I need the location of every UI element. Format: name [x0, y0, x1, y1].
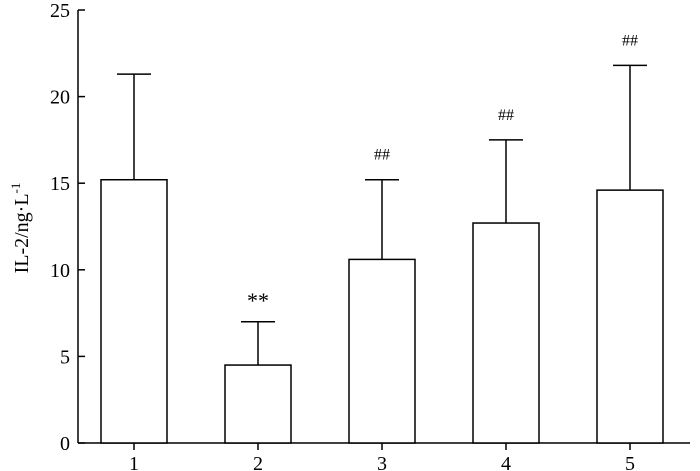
- y-axis-title-superscript: -1: [8, 183, 23, 194]
- significance-label-3: ##: [374, 147, 390, 164]
- x-axis: 1 2 3 4 5: [78, 442, 690, 471]
- x-tick-label: 4: [501, 453, 511, 471]
- significance-label-4: ##: [498, 107, 514, 124]
- x-tick-label: 1: [129, 453, 139, 471]
- y-tick-label: 5: [60, 346, 70, 368]
- y-axis-title: IL-2/ng·L-1: [8, 183, 33, 274]
- error-bars-group: [117, 64, 647, 366]
- bar-3: [348, 258, 416, 444]
- y-axis-title-main: IL-2/ng·L: [11, 193, 33, 273]
- bar-5: [596, 189, 664, 444]
- bars-group: [100, 178, 664, 444]
- bar-4: [472, 222, 540, 444]
- annotations-group: ** ## ## ##: [247, 32, 638, 312]
- bar-2: [224, 364, 292, 444]
- y-tick-label: 0: [60, 433, 70, 455]
- y-tick-label: 10: [50, 260, 70, 282]
- y-tick-label: 15: [50, 173, 70, 195]
- y-axis: 0 5 10 15 20 25: [50, 0, 85, 455]
- x-tick-label: 2: [253, 453, 263, 471]
- significance-label-2: **: [247, 288, 269, 313]
- y-tick-label: 25: [50, 0, 70, 22]
- bar-1: [100, 178, 168, 444]
- x-tick-label: 3: [377, 453, 387, 471]
- x-tick-label: 5: [625, 453, 635, 471]
- y-tick-label: 20: [50, 87, 70, 109]
- significance-label-5: ##: [622, 32, 638, 49]
